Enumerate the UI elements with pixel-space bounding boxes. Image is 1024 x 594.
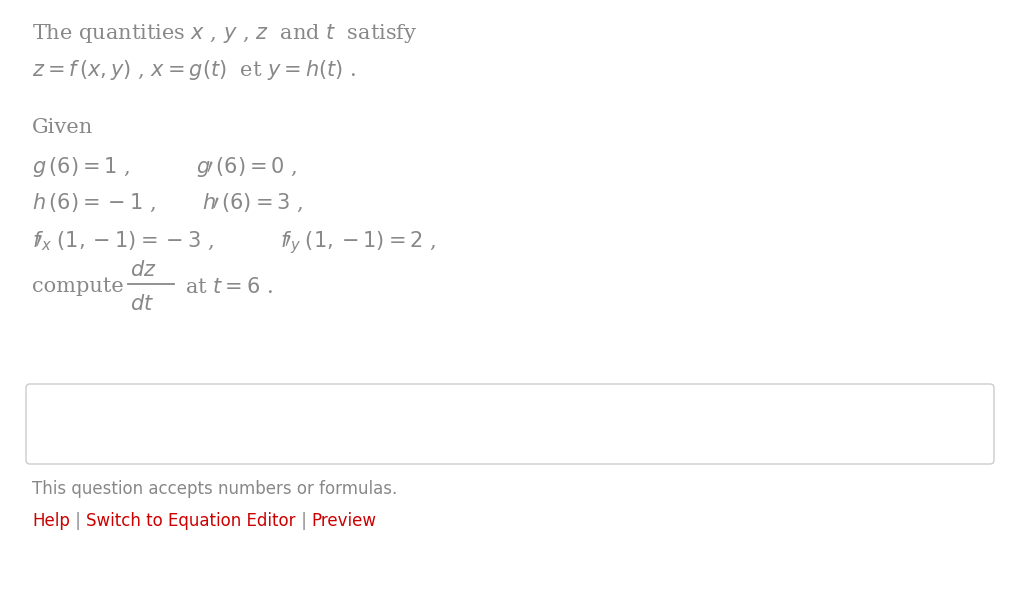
Text: compute: compute (32, 277, 124, 296)
FancyBboxPatch shape (26, 384, 994, 464)
Text: $dt$: $dt$ (130, 294, 154, 314)
Text: $f\!{\prime}_x\;(1,-1) = -3$ ,          $f\!{\prime}_y\;(1,-1) = 2$ ,: $f\!{\prime}_x\;(1,-1) = -3$ , $f\!{\pri… (32, 229, 436, 256)
Text: Preview: Preview (311, 512, 377, 530)
Text: Switch to Equation Editor: Switch to Equation Editor (86, 512, 296, 530)
Text: |: | (296, 512, 311, 530)
Text: at $t = 6$ .: at $t = 6$ . (185, 277, 273, 297)
Text: |: | (70, 512, 86, 530)
Text: This question accepts numbers or formulas.: This question accepts numbers or formula… (32, 480, 397, 498)
Text: Help: Help (32, 512, 70, 530)
Text: The quantities $x$ , $y$ , $z$  and $t$  satisfy: The quantities $x$ , $y$ , $z$ and $t$ s… (32, 22, 418, 45)
Text: $g\,(6) = 1$ ,          $g\!{\prime}\,(6) = 0$ ,: $g\,(6) = 1$ , $g\!{\prime}\,(6) = 0$ , (32, 155, 297, 179)
Text: $dz$: $dz$ (130, 260, 157, 280)
Text: Given: Given (32, 118, 93, 137)
Text: $h\,(6) = -1$ ,       $h\!{\prime}\,(6) = 3$ ,: $h\,(6) = -1$ , $h\!{\prime}\,(6) = 3$ , (32, 192, 303, 214)
Text: $z = f\,(x,y)$ , $x = g(t)$  et $y = h(t)$ .: $z = f\,(x,y)$ , $x = g(t)$ et $y = h(t)… (32, 58, 356, 82)
